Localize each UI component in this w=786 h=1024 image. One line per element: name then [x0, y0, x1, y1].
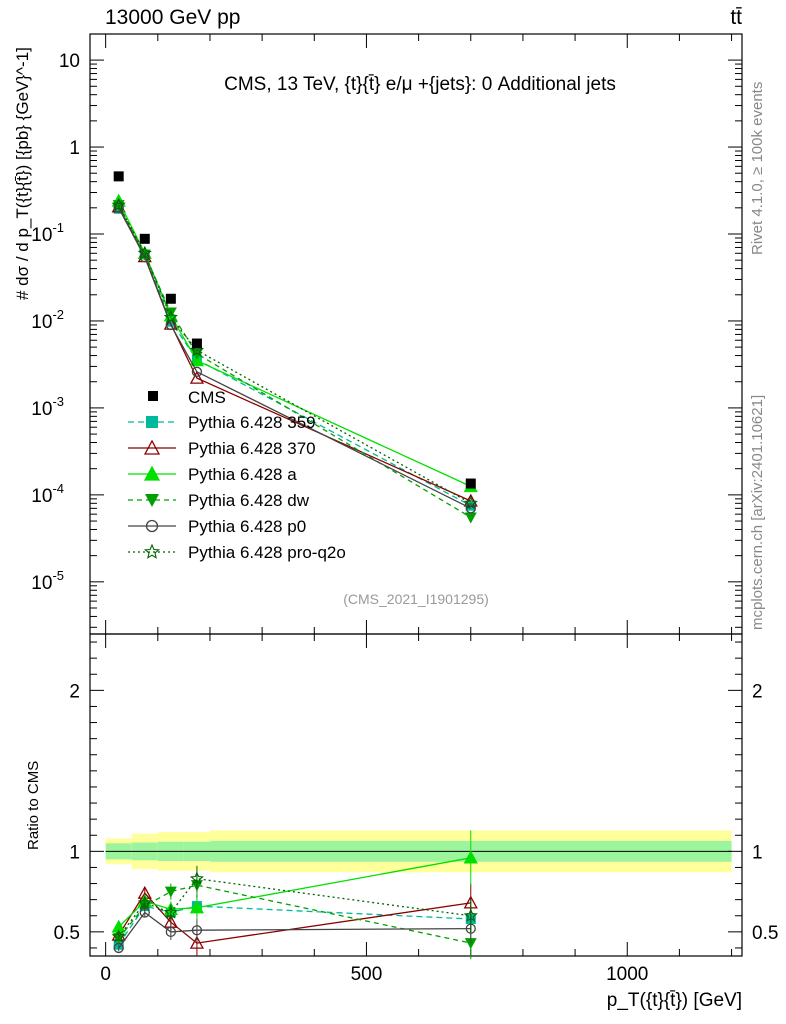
marker-star — [463, 908, 478, 922]
legend-label: Pythia 6.428 p0 — [188, 517, 306, 536]
ratio-tick-label: 2 — [69, 681, 80, 702]
legend-label: Pythia 6.428 370 — [188, 439, 316, 458]
data-point — [191, 338, 202, 349]
marker-triangle — [463, 850, 478, 864]
marker-circle — [191, 925, 203, 936]
marker-triangle-down — [464, 938, 477, 950]
x-axis-label: p_T({t}{t̄}) [GeV] — [607, 990, 742, 1011]
marker-circle — [113, 942, 124, 954]
marker-star — [163, 309, 178, 324]
marker-circle — [139, 252, 150, 263]
legend-label: Pythia 6.428 359 — [188, 413, 316, 432]
marker-triangle-down — [145, 494, 159, 507]
y-tick-label: 10-4 — [31, 481, 64, 507]
marker-triangle — [189, 370, 205, 384]
marker-circle — [465, 503, 476, 514]
marker-circle — [139, 907, 150, 918]
ratio-line — [118, 884, 471, 944]
side-text-rivet: Rivet 4.1.0, ≥ 100k events — [749, 82, 766, 255]
y-tick-label: 1 — [69, 138, 80, 159]
marker-star — [137, 895, 152, 909]
series-line — [118, 208, 472, 507]
data-point — [113, 171, 124, 182]
legend-label: Pythia 6.428 a — [188, 465, 297, 484]
marker-square — [146, 416, 158, 428]
series-line — [118, 207, 472, 509]
ratio-tick-label-right: 0.5 — [752, 923, 778, 944]
y-tick-label: 10-5 — [31, 568, 64, 594]
marker-square — [165, 316, 176, 327]
legend-label: Pythia 6.428 dw — [188, 491, 310, 510]
marker-triangle-down — [164, 886, 177, 898]
chart-title: CMS, 13 TeV, {t}{t̄} e/μ +{jets}: 0 Addi… — [224, 74, 616, 95]
y-axis-label: # dσ / d p_T({t}{t̄}) [{pb} {GeV}^-1] — [13, 47, 32, 300]
ratio-frame — [89, 633, 743, 957]
analysis-watermark: (CMS_2021_I1901295) — [343, 591, 489, 607]
x-tick-label: 0 — [100, 964, 111, 985]
marker-circle — [113, 202, 124, 213]
header-final-state: tt̄ — [730, 6, 742, 29]
data-point — [139, 233, 150, 244]
legend-label: CMS — [188, 388, 226, 407]
marker-triangle — [143, 465, 161, 481]
header-process: 13000 GeV pp — [105, 6, 240, 29]
marker-star — [111, 197, 126, 212]
ratio-axis-label: Ratio to CMS — [25, 761, 42, 850]
marker-star — [143, 543, 161, 559]
marker-star — [189, 871, 204, 885]
marker-star — [111, 929, 126, 943]
marker-triangle — [189, 353, 205, 367]
y-tick-label: 10 — [59, 51, 80, 72]
y-tick-label: 10-1 — [31, 220, 64, 246]
x-tick-label: 500 — [351, 964, 383, 985]
ratio-tick-label-right: 1 — [752, 842, 763, 863]
marker-circle — [191, 366, 203, 377]
y-tick-label: 10-2 — [31, 307, 64, 333]
marker-circle — [165, 926, 176, 937]
marker-star — [137, 245, 152, 260]
side-text-mcplots: mcplots.cern.ch [arXiv:2401.10621] — [749, 395, 766, 630]
legend-marker — [148, 391, 158, 401]
marker-circle — [145, 519, 159, 533]
ratio-tick-label: 0.5 — [54, 923, 80, 944]
ratio-tick-label: 1 — [69, 842, 80, 863]
x-tick-label: 1000 — [606, 964, 648, 985]
marker-star — [163, 905, 178, 919]
marker-triangle — [189, 900, 205, 914]
marker-triangle — [143, 439, 161, 455]
series-line — [118, 204, 472, 504]
marker-triangle-down — [464, 512, 477, 524]
legend-label: Pythia 6.428 pro-q2o — [188, 543, 346, 562]
data-point — [465, 478, 476, 489]
marker-star — [463, 495, 478, 510]
marker-triangle — [189, 935, 205, 949]
y-tick-label: 10-3 — [31, 394, 64, 420]
ratio-tick-label-right: 2 — [752, 681, 763, 702]
data-point — [165, 293, 176, 304]
